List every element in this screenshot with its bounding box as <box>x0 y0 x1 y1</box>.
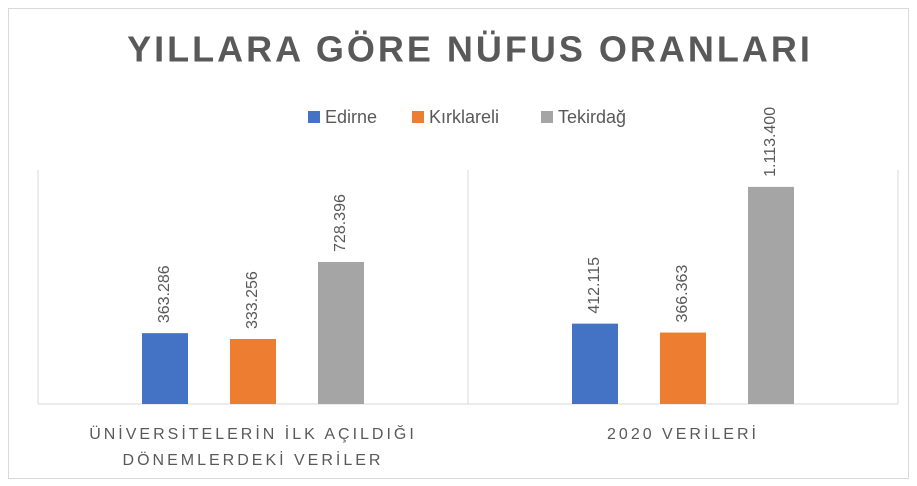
bar <box>660 332 706 404</box>
legend-swatch <box>541 111 553 123</box>
chart-title: YILLARA GÖRE NÜFUS ORANLARI <box>127 29 813 70</box>
data-label: 728.396 <box>332 194 349 252</box>
data-label: 1.113.400 <box>762 107 779 177</box>
legend-label: Edirne <box>325 107 377 127</box>
bar <box>142 333 188 404</box>
bar <box>748 186 794 404</box>
bar <box>230 339 276 404</box>
data-label: 412.115 <box>586 257 603 314</box>
legend-swatch <box>412 111 424 123</box>
data-label: 366.363 <box>674 265 691 323</box>
legend-label: Tekirdağ <box>558 107 626 127</box>
data-label: 333.256 <box>244 271 261 329</box>
bar <box>572 323 618 404</box>
legend-swatch <box>308 111 320 123</box>
bar <box>318 261 364 404</box>
legend-label: Kırklareli <box>429 107 499 127</box>
data-label: 363.286 <box>156 265 173 323</box>
x-tick-label: ÜNİVERSİTELERİN İLK AÇILDIĞI DÖNEMLERDEK… <box>89 426 417 469</box>
x-tick-label: 2020 VERİLERİ <box>607 426 759 443</box>
